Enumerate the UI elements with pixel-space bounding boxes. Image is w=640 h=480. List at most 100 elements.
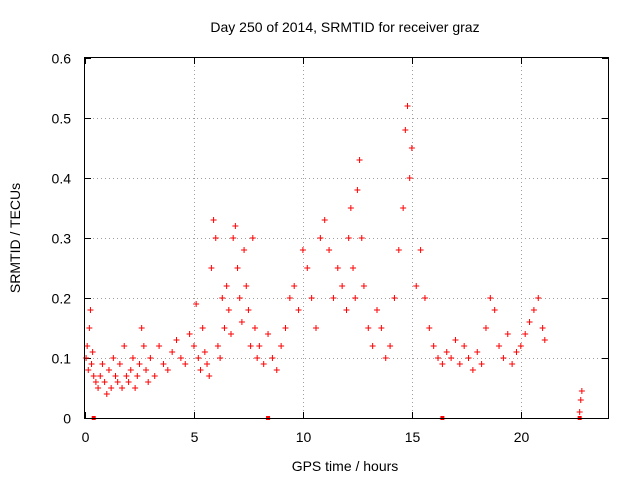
- data-point: [461, 343, 468, 349]
- data-point: [417, 247, 424, 253]
- data-point: [197, 367, 204, 373]
- data-point: [347, 205, 354, 211]
- data-point: [101, 379, 108, 385]
- data-point: [119, 385, 126, 391]
- data-point: [465, 355, 472, 361]
- data-point: [334, 265, 341, 271]
- data-point: [99, 361, 106, 367]
- data-point: [134, 373, 141, 379]
- data-point: [402, 127, 409, 133]
- data-point: [413, 283, 420, 289]
- data-point: [123, 373, 130, 379]
- data-point: [321, 217, 328, 223]
- data-point: [260, 361, 267, 367]
- data-point: [382, 355, 389, 361]
- data-point: [509, 361, 516, 367]
- y-tick-labels: 0 0.1 0.2 0.3 0.4 0.5 0.6: [52, 51, 72, 427]
- data-point: [97, 373, 104, 379]
- data-point: [145, 379, 152, 385]
- data-point: [345, 235, 352, 241]
- data-point: [482, 325, 489, 331]
- data-point: [212, 235, 219, 241]
- data-point: [121, 343, 128, 349]
- data-point: [136, 361, 143, 367]
- data-point: [83, 355, 90, 361]
- data-point: [443, 349, 450, 355]
- data-point: [201, 349, 208, 355]
- data-point: [343, 307, 350, 313]
- data-point: [448, 355, 455, 361]
- data-point: [576, 409, 583, 415]
- data-point: [478, 361, 485, 367]
- data-point: [286, 295, 293, 301]
- data-point: [247, 343, 254, 349]
- data-point: [243, 283, 250, 289]
- data-point: [541, 337, 548, 343]
- data-point: [282, 325, 289, 331]
- data-point: [456, 361, 463, 367]
- y-tick-label: 0.6: [52, 51, 72, 67]
- data-point: [241, 247, 248, 253]
- grid-lines: [85, 58, 608, 418]
- data-point: [408, 145, 415, 151]
- data-point: [199, 325, 206, 331]
- data-point: [249, 235, 256, 241]
- data-point: [356, 157, 363, 163]
- data-point: [369, 343, 376, 349]
- data-point: [500, 355, 507, 361]
- plot-frame: [84, 57, 609, 419]
- data-point: [127, 367, 134, 373]
- data-point: [496, 343, 503, 349]
- data-point: [374, 307, 381, 313]
- data-point: [251, 325, 258, 331]
- data-point: [195, 355, 202, 361]
- data-point: [522, 331, 529, 337]
- data-point: [156, 343, 163, 349]
- data-point: [526, 319, 533, 325]
- data-point: [84, 343, 91, 349]
- data-point: [474, 349, 481, 355]
- data-point: [143, 367, 150, 373]
- data-point: [151, 373, 158, 379]
- data-point: [105, 367, 112, 373]
- data-point: [291, 283, 298, 289]
- data-point: [223, 283, 230, 289]
- data-point: [254, 355, 261, 361]
- x-tick-label: 20: [514, 429, 530, 445]
- data-point: [87, 307, 94, 313]
- data-point: [238, 319, 245, 325]
- data-point: [469, 367, 476, 373]
- x-tick-label: 5: [191, 429, 199, 445]
- data-point: [487, 295, 494, 301]
- data-point: [421, 295, 428, 301]
- data-point: [140, 343, 147, 349]
- data-point: [577, 397, 584, 403]
- data-point: [182, 361, 189, 367]
- data-point: [265, 331, 272, 337]
- data-point: [110, 355, 117, 361]
- data-point: [273, 367, 280, 373]
- data-point: [269, 355, 276, 361]
- data-point: [230, 235, 237, 241]
- data-point: [435, 355, 442, 361]
- data-point: [491, 307, 498, 313]
- data-point: [92, 379, 99, 385]
- x-tick-label: 0: [82, 429, 90, 445]
- data-point: [173, 337, 180, 343]
- data-point: [387, 343, 394, 349]
- data-point: [234, 265, 241, 271]
- data-point: [210, 217, 217, 223]
- data-point: [186, 331, 193, 337]
- data-point: [339, 283, 346, 289]
- data-point: [147, 355, 154, 361]
- data-point: [221, 325, 228, 331]
- data-point: [256, 343, 263, 349]
- data-point: [228, 331, 235, 337]
- data-point: [278, 343, 285, 349]
- data-point: [90, 373, 97, 379]
- x-axis-label: GPS time / hours: [292, 458, 399, 474]
- data-point: [114, 379, 121, 385]
- y-tick-label: 0.1: [52, 351, 72, 367]
- data-point: [391, 295, 398, 301]
- data-point: [439, 361, 446, 367]
